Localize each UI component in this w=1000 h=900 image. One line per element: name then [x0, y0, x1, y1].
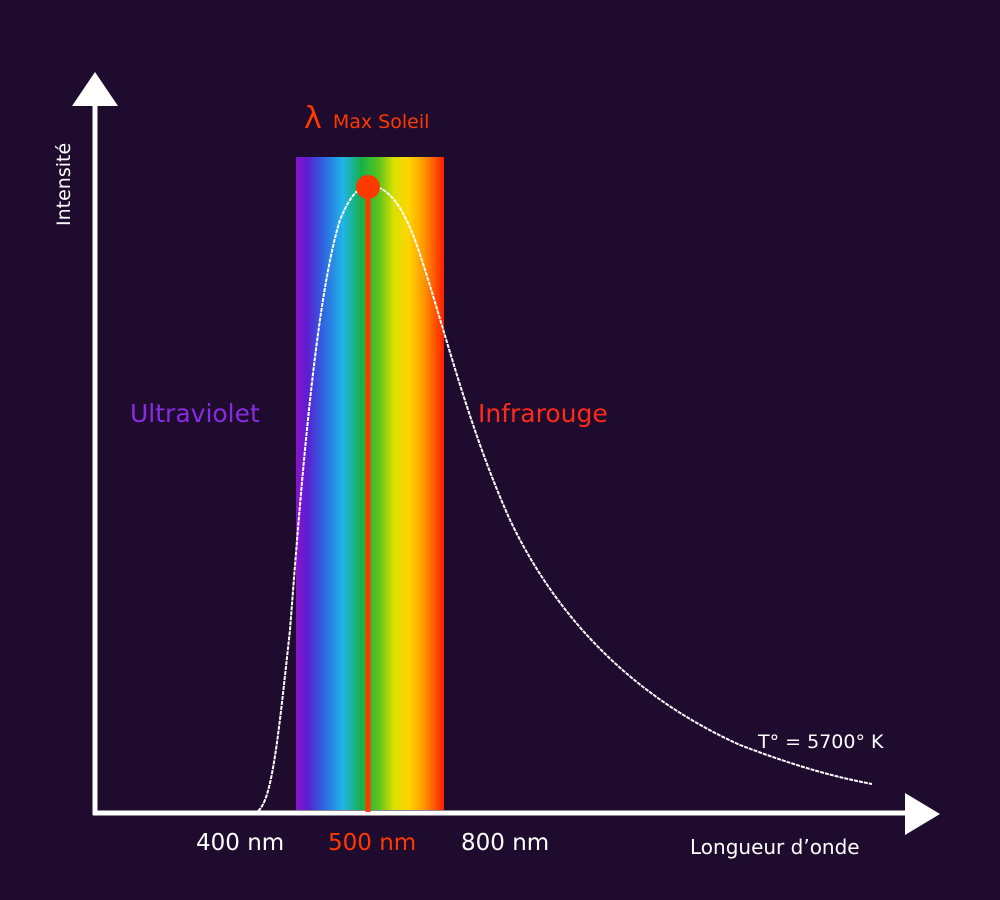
y-axis-label: Intensité [53, 143, 75, 226]
peak-marker-dot [356, 175, 380, 199]
tick-500nm: 500 nm [328, 830, 416, 856]
peak-title: λ Max Soleil [304, 101, 429, 136]
tick-800nm: 800 nm [461, 830, 549, 856]
temperature-label: T° = 5700° K [757, 731, 884, 753]
x-axis-arrow-icon [905, 793, 940, 835]
y-axis-arrow-icon [72, 72, 118, 106]
infrared-label: Infrarouge [478, 399, 608, 428]
blackbody-curve [257, 184, 873, 812]
x-axis-label: Longueur d’onde [690, 835, 860, 859]
lambda-symbol: λ [304, 101, 322, 136]
peak-label: Max Soleil [333, 111, 430, 133]
tick-400nm: 400 nm [196, 830, 284, 856]
ultraviolet-label: Ultraviolet [130, 399, 260, 428]
